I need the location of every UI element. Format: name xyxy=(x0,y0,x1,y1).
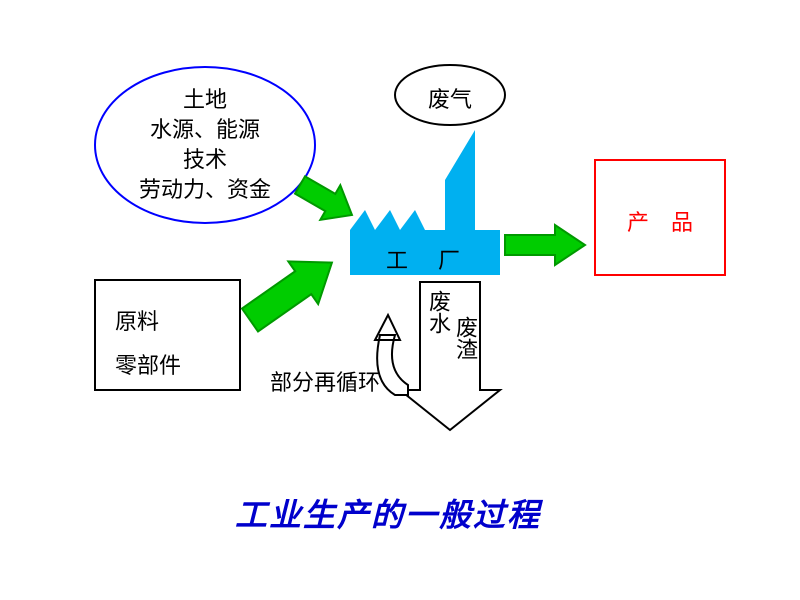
raw-line-2: 零部件 xyxy=(115,344,235,388)
inputs-text: 土地 水源、能源 技术 劳动力、资金 xyxy=(100,85,310,205)
diagram-title: 工业生产的一般过程 xyxy=(235,490,541,536)
inputs-line-3: 技术 xyxy=(100,145,310,175)
raw-text: 原料 零部件 xyxy=(115,300,235,388)
factory-label: 工 厂 xyxy=(360,243,490,275)
arrow-raw-to-factory xyxy=(235,241,347,341)
inputs-line-1: 土地 xyxy=(100,85,310,115)
product-text: 产 品 xyxy=(600,205,720,237)
waste-text-right: 废渣 xyxy=(452,316,478,360)
inputs-line-4: 劳动力、资金 xyxy=(100,175,310,205)
raw-line-1: 原料 xyxy=(115,300,235,344)
inputs-line-2: 水源、能源 xyxy=(100,115,310,145)
arrow-factory-to-product xyxy=(505,225,585,265)
waste-text-left: 废水 xyxy=(425,290,451,334)
exhaust-text: 废气 xyxy=(400,82,500,114)
recycle-label: 部分再循环 xyxy=(270,365,380,397)
